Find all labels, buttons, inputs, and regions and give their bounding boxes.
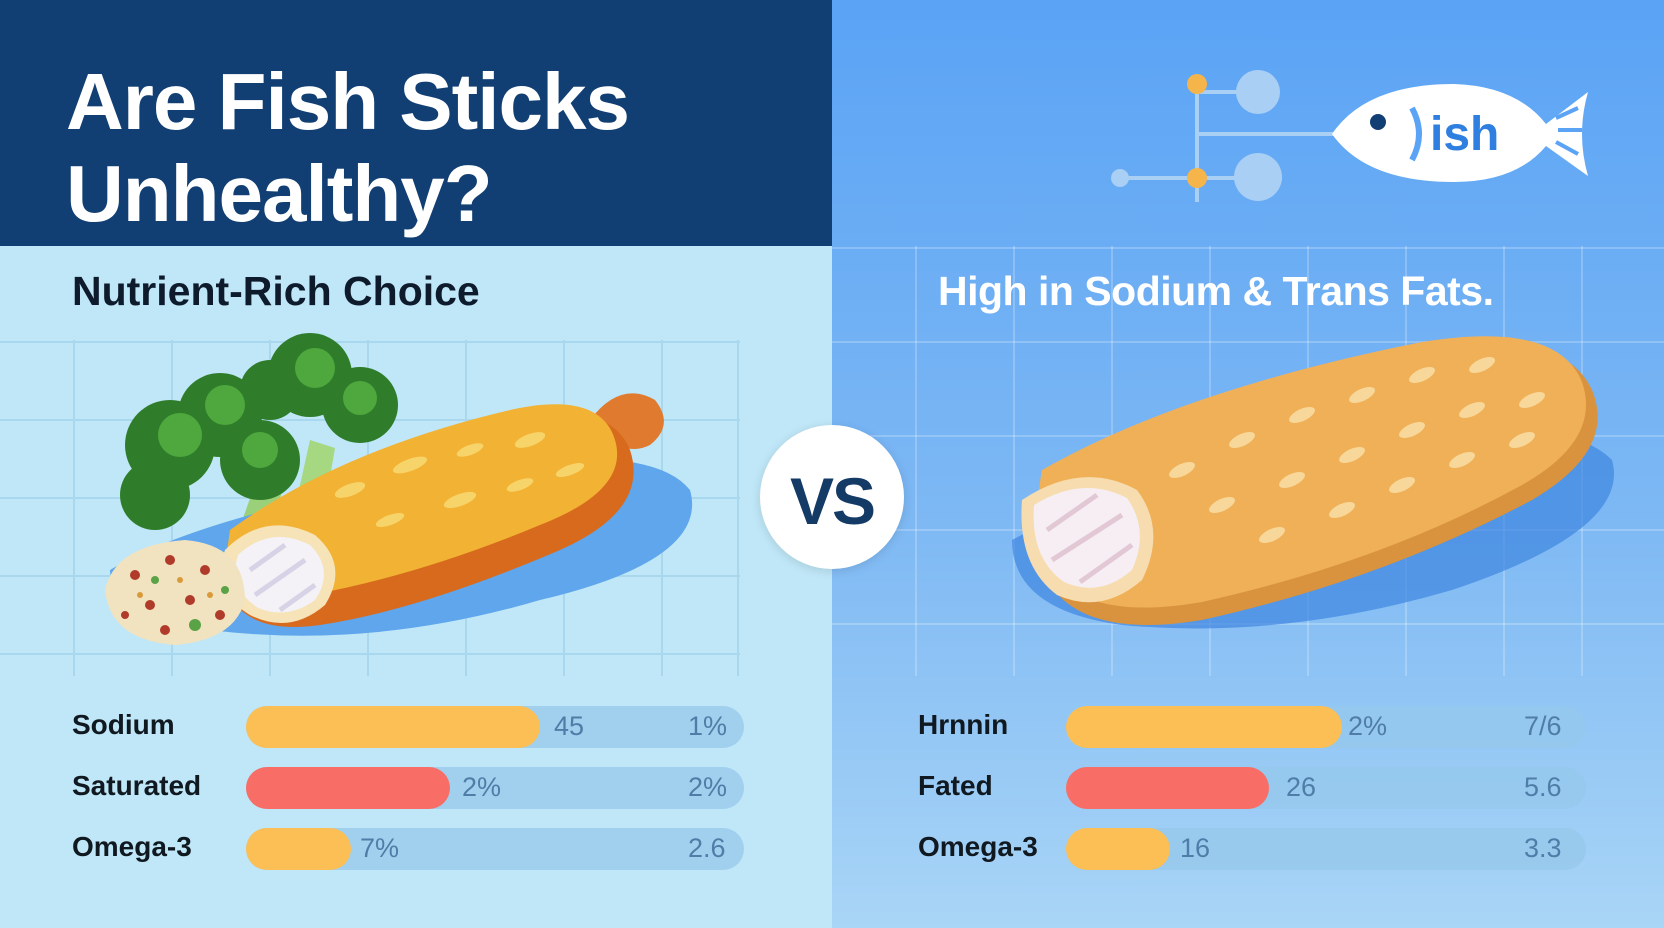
bar-fill [1066,767,1269,809]
bar-value-b: 5.6 [1524,772,1562,802]
bar-value-b: 7/6 [1524,711,1562,741]
bar-fill [246,767,451,809]
bar-label: Hrnnin [918,709,1009,740]
bar-value-a: 16 [1180,833,1211,863]
bar-fill [1066,706,1342,748]
bar-track [1066,828,1586,870]
bar-track [246,767,744,809]
bar-value-a: 45 [554,711,585,741]
bar-row-saturated: Saturated 2% 2% [72,767,744,809]
bar-label: Omega-3 [918,831,1038,862]
bar-label: Saturated [72,770,202,801]
right-subtitle: High in Sodium & Trans Fats. [938,268,1494,314]
bar-track [1066,767,1586,809]
bar-label: Sodium [72,709,175,740]
bar-row-sodium: Sodium 45 1% [72,706,744,748]
bar-fill [246,828,351,870]
vs-badge: VS [760,425,904,569]
bar-fill [246,706,540,748]
fried-fish-stick-illustration [110,393,693,636]
left-panel: Are Fish Sticks Unhealthy? Nutrient-Rich… [0,0,832,928]
bar-value-a: 26 [1286,772,1317,802]
bar-label: Fated [918,770,993,801]
bar-value-b: 2% [688,772,728,802]
title-banner: Are Fish Sticks Unhealthy? [0,0,832,246]
bar-row-omega3: Omega-3 7% 2.6 [72,828,744,870]
vs-label: VS [789,464,876,538]
bar-value-a: 2% [1348,711,1388,741]
bar-value-b: 2.6 [688,833,726,863]
page-title: Are Fish Sticks Unhealthy? [66,57,630,238]
fish-logo-icon: ish [1332,84,1588,182]
bar-value-b: 3.3 [1524,833,1562,863]
left-subtitle: Nutrient-Rich Choice [72,268,480,314]
bar-value-b: 1% [688,711,728,741]
bar-track [246,828,744,870]
bar-label: Omega-3 [72,831,192,862]
molecule-diagram-icon [1111,70,1342,202]
bar-fill [1066,828,1170,870]
bar-track [246,706,744,748]
bar-value-a: 7% [360,833,400,863]
bar-row-hrnnin: Hrnnin 2% 7/6 [918,706,1586,748]
fish-logo-text: ish [1430,108,1499,161]
breaded-fish-stick-illustration [1012,336,1614,629]
bar-track [1066,706,1586,748]
bar-value-a: 2% [462,772,502,802]
broccoli-icon [120,333,398,555]
grains-pile-icon [105,540,245,645]
bar-row-fated: Fated 26 5.6 [918,767,1586,809]
bar-row-omega3-right: Omega-3 16 3.3 [918,828,1586,870]
